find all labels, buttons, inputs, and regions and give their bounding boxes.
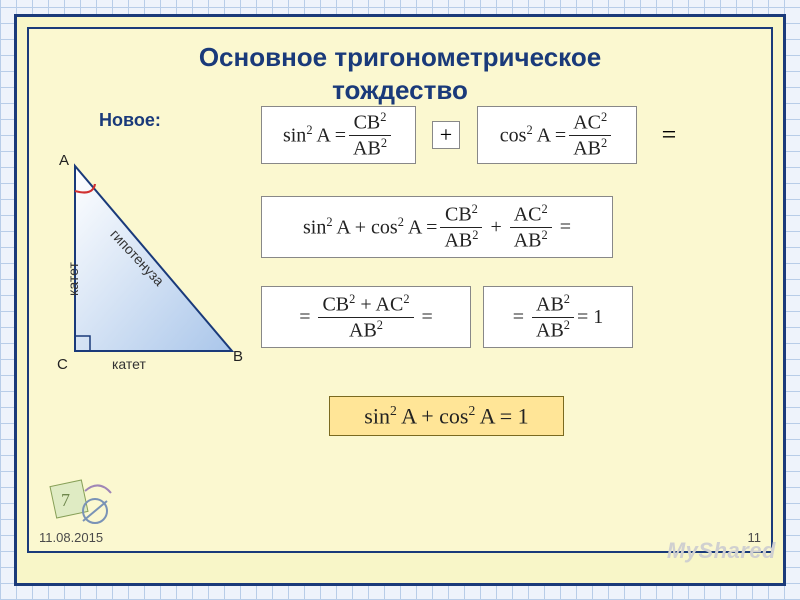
step3b-rhs: = 1 — [577, 306, 603, 329]
label-leg-vertical: катет — [65, 262, 81, 296]
new-label: Новое: — [99, 110, 161, 131]
formula-step3a: = CB2 + AC2 AB2 = — [261, 286, 471, 348]
footer-date: 11.08.2015 — [39, 530, 103, 545]
formula-sin2: sin2 A = CB2 AB2 — [261, 106, 416, 164]
formula-step3b: = AB2 AB2 = 1 — [483, 286, 633, 348]
cos2-lhs: cos2 A = — [500, 123, 566, 148]
vertex-b: В — [233, 348, 243, 365]
plus-operator: + — [432, 121, 460, 149]
sum-lhs: sin2 A + cos2 A = — [303, 215, 437, 240]
vertex-c: С — [57, 356, 68, 373]
watermark: MyShared — [667, 538, 776, 564]
sin2-frac: CB2 AB2 — [349, 110, 391, 160]
vertex-a: А — [59, 152, 69, 169]
title-line-2: тождество — [332, 75, 468, 105]
outer-frame: Основное тригонометрическое тождество Но… — [14, 14, 786, 586]
label-leg-horizontal: катет — [112, 356, 146, 372]
formula-final: sin2 A + cos2 A = 1 — [329, 396, 564, 436]
formula-cos2: cos2 A = AC2 AB2 — [477, 106, 637, 164]
equals-operator: = — [655, 121, 683, 149]
slide-title: Основное тригонометрическое тождество — [29, 41, 771, 106]
svg-text:7: 7 — [61, 490, 70, 510]
sin2-lhs: sin2 A = — [283, 123, 346, 148]
cos2-frac: AC2 AB2 — [569, 110, 611, 160]
title-line-1: Основное тригонометрическое — [199, 42, 601, 72]
content-area: Новое: А С — [29, 106, 771, 538]
corner-decoration-icon: 7 — [49, 471, 119, 531]
final-identity: sin2 A + cos2 A = 1 — [364, 403, 528, 429]
triangle-diagram: А С В катет катет гипотенуза — [47, 156, 247, 386]
slide-area: Основное тригонометрическое тождество Но… — [27, 27, 773, 553]
formula-sum: sin2 A + cos2 A = CB2 AB2 + AC2 AB2 = — [261, 196, 613, 258]
